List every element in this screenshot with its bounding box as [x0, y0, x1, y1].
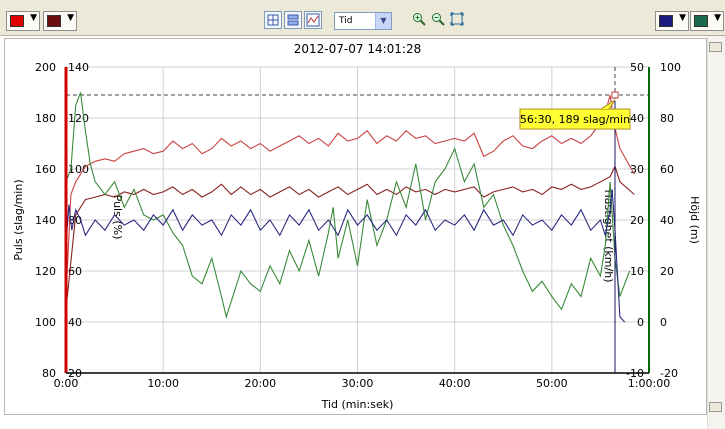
toolbar: ▼ ▼ Tid ▼ ▼ ▼ — [0, 0, 725, 36]
hojd-tick-label: 40 — [660, 214, 674, 227]
hojd-tick-label: 60 — [660, 163, 674, 176]
x-tick-label: 50:00 — [536, 377, 568, 390]
right-series-color-2-button[interactable]: ▼ — [690, 11, 724, 31]
layout-split-icon[interactable] — [264, 11, 282, 29]
x-tick-label: 20:00 — [244, 377, 276, 390]
hojd-tick-label: 0 — [660, 316, 667, 329]
x-axis-label: Tid (min:sek) — [321, 398, 394, 411]
x-tick-label: 0:00 — [54, 377, 79, 390]
x-tick-label: 10:00 — [147, 377, 179, 390]
series-line-hojd — [65, 92, 631, 319]
zoom-fit-icon[interactable] — [450, 12, 464, 26]
scroll-down-arrow[interactable] — [709, 402, 722, 412]
x-tick-label: 30:00 — [342, 377, 374, 390]
puls-pct-tick-label: 100 — [68, 163, 89, 176]
puls-pct-tick-label: 120 — [68, 112, 89, 125]
tooltip-box — [519, 108, 631, 130]
hastighet-tick-label: 40 — [630, 112, 644, 125]
puls-tick-label: 80 — [42, 367, 56, 380]
hastighet-tick-label: 20 — [630, 214, 644, 227]
puls-tick-label: 180 — [35, 112, 56, 125]
zoom-in-icon[interactable] — [412, 12, 426, 26]
hastighet-tick-label: 10 — [630, 265, 644, 278]
hastighet-tick-label: 50 — [630, 61, 644, 74]
color-swatch — [659, 15, 673, 27]
hojd-tick-label: 80 — [660, 112, 674, 125]
left-series-color-2-button[interactable]: ▼ — [43, 11, 77, 31]
puls-pct-tick-label: 60 — [68, 265, 82, 278]
chevron-down-icon: ▼ — [30, 13, 37, 23]
series-line-hastighet — [65, 189, 626, 323]
chevron-down-icon: ▼ — [375, 13, 391, 29]
x-axis-select-value: Tid — [339, 16, 353, 26]
chevron-down-icon: ▼ — [714, 13, 721, 23]
series-line-puls_pct — [65, 164, 635, 310]
chart-title: 2012-07-07 14:01:28 — [294, 42, 421, 56]
puls-pct-axis-label: Puls (%) — [111, 195, 124, 240]
hojd-tick-label: 20 — [660, 265, 674, 278]
chart[interactable]: 2012-07-07 14:01:28 0:00 10:00 20:00 30:00 40… — [5, 39, 706, 414]
layout-stack-icon[interactable] — [284, 11, 302, 29]
zoom-out-icon[interactable] — [431, 12, 445, 26]
chevron-down-icon: ▼ — [679, 13, 686, 23]
right-series-color-1-button[interactable]: ▼ — [655, 11, 689, 31]
puls-pct-tick-label: 140 — [68, 61, 89, 74]
cursor-marker — [611, 91, 619, 99]
puls-pct-tick-label: 40 — [68, 316, 82, 329]
hojd-tick-label: 100 — [660, 61, 681, 74]
x-tick-label: 1:00:00 — [628, 377, 670, 390]
left-series-color-1-button[interactable]: ▼ — [6, 11, 40, 31]
hojd-axis-label: Höjd (m) — [688, 196, 701, 244]
puls-axis-label: Puls (slag/min) — [12, 179, 25, 260]
puls-tick-label: 200 — [35, 61, 56, 74]
x-axis-select[interactable]: Tid ▼ — [334, 12, 392, 30]
puls-tick-label: 160 — [35, 163, 56, 176]
color-swatch — [10, 15, 24, 27]
tooltip-pointer — [600, 99, 616, 110]
chart-line-icon[interactable] — [304, 11, 322, 29]
vertical-scrollbar[interactable] — [707, 36, 725, 429]
hojd-tick-label: -20 — [660, 367, 678, 380]
hastighet-tick-label: 0 — [637, 316, 644, 329]
series-line-puls — [65, 94, 635, 297]
scroll-up-arrow[interactable] — [709, 42, 722, 52]
chart-panel: 2012-07-07 14:01:28 0:00 10:00 20:00 30:00 40… — [4, 38, 707, 415]
puls-tick-label: 120 — [35, 265, 56, 278]
x-tick-label: 40:00 — [439, 377, 471, 390]
puls-tick-label: 140 — [35, 214, 56, 227]
puls-tick-label: 100 — [35, 316, 56, 329]
chevron-down-icon: ▼ — [67, 13, 74, 23]
color-swatch — [47, 15, 61, 27]
color-swatch — [694, 15, 708, 27]
tooltip-text: 56:30, 189 slag/min — [520, 113, 630, 126]
